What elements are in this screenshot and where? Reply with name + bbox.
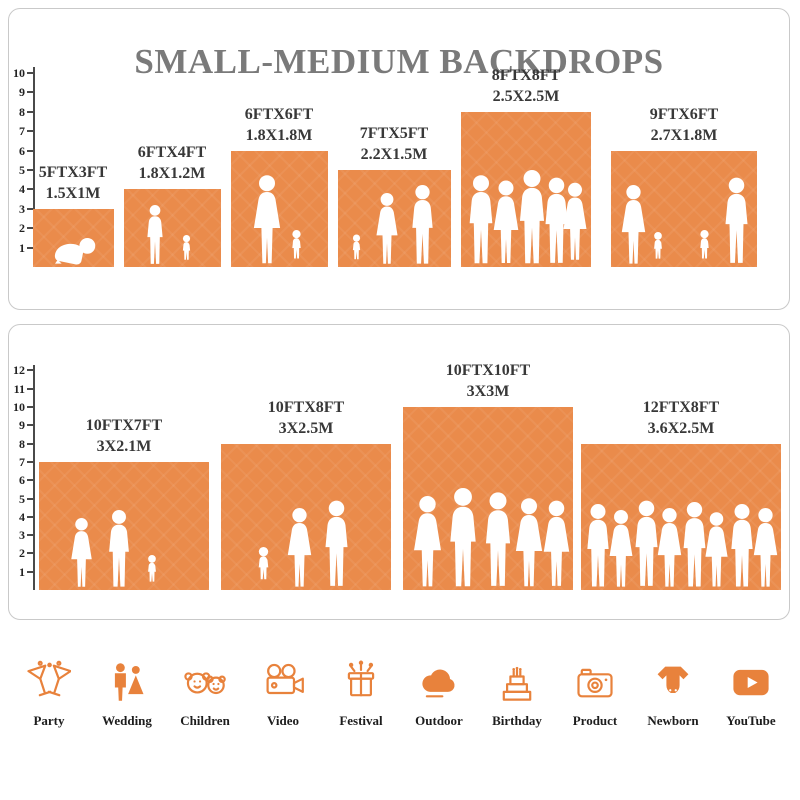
backdrop-size-label: 9FTX6FT 2.7X1.8M <box>649 106 719 144</box>
panel-large: 12 11 10 9 8 7 6 5 4 3 2 1 10FTX7FT 3X2.1… <box>8 324 790 620</box>
people-silhouette <box>469 170 587 264</box>
category-label: Wedding <box>102 713 152 728</box>
backdrop-size-label: 10FTX8FT 3X2.5M <box>267 399 345 437</box>
backdrop-size-label: 6FTX6FT 1.8X1.8M <box>244 106 314 144</box>
backdrop-size-label: 10FTX10FT 3X3M <box>445 362 531 400</box>
axis-tick: 12 <box>10 363 34 377</box>
backdrop-block-9x6 <box>611 151 757 267</box>
category-birthday: Birthday <box>478 660 556 729</box>
axis-tick: 8 <box>10 105 34 119</box>
scale-axis <box>33 67 35 267</box>
backdrop-size-label: 6FTX4FT 1.8X1.2M <box>137 144 207 182</box>
youtube-icon <box>733 669 769 696</box>
outdoor-icon <box>422 669 455 698</box>
axis-tick: 10 <box>10 66 34 80</box>
people-silhouette <box>414 488 570 587</box>
axis-tick: 4 <box>10 182 34 196</box>
category-youtube: YouTube <box>712 660 790 729</box>
category-wedding: Wedding <box>88 660 166 729</box>
backdrop-block-6x4 <box>124 189 221 267</box>
party-icon <box>27 660 71 697</box>
category-label: Party <box>33 713 65 728</box>
festival-icon <box>347 660 375 697</box>
backdrop-block-7x5 <box>338 170 451 267</box>
children-icon <box>184 672 226 695</box>
axis-tick: 9 <box>10 85 34 99</box>
axis-tick: 8 <box>10 437 34 451</box>
backdrop-block-5x3 <box>33 209 114 267</box>
people-silhouette <box>147 205 191 264</box>
backdrop-block-10x8 <box>221 444 391 590</box>
people-silhouette <box>621 177 748 264</box>
category-label: Festival <box>339 713 383 728</box>
backdrop-size-label: 7FTX5FT 2.2X1.5M <box>359 125 429 163</box>
axis-tick: 7 <box>10 455 34 469</box>
scale-axis <box>33 365 35 590</box>
newborn-icon <box>657 666 689 693</box>
axis-tick: 9 <box>10 418 34 432</box>
backdrop-block-6x6 <box>231 151 328 267</box>
axis-tick: 11 <box>10 382 34 396</box>
axis-tick: 1 <box>10 241 34 255</box>
backdrop-size-label: 8FTX8FT 2.5X2.5M <box>491 67 561 105</box>
category-label: Product <box>572 713 618 728</box>
axis-tick: 1 <box>10 565 34 579</box>
axis-tick: 6 <box>10 473 34 487</box>
backdrop-size-label: 10FTX7FT 3X2.1M <box>85 417 163 455</box>
backdrop-block-10x10 <box>403 407 573 590</box>
page-title: SMALL-MEDIUM BACKDROPS <box>134 42 664 82</box>
backdrop-block-8x8 <box>461 112 591 267</box>
category-label: Birthday <box>492 713 542 728</box>
category-product: Product <box>556 660 634 729</box>
wedding-icon <box>114 663 144 701</box>
axis-tick: 4 <box>10 510 34 524</box>
product-icon <box>577 668 613 698</box>
axis-tick: 3 <box>10 528 34 542</box>
category-festival: Festival <box>322 660 400 729</box>
category-label: Video <box>266 713 300 728</box>
axis-tick: 7 <box>10 124 34 138</box>
category-label: Outdoor <box>415 713 463 728</box>
people-silhouette <box>71 510 156 587</box>
axis-tick: 2 <box>10 221 34 235</box>
category-outdoor: Outdoor <box>400 660 478 729</box>
category-label: Children <box>180 713 230 728</box>
category-children: Children <box>166 660 244 729</box>
axis-tick: 10 <box>10 400 34 414</box>
axis-tick: 2 <box>10 546 34 560</box>
category-row: Party Wedding Children <box>0 660 800 729</box>
backdrop-block-10x7 <box>39 462 209 590</box>
category-newborn: Newborn <box>634 660 712 729</box>
backdrop-size-label: 5FTX3FT 1.5X1M <box>38 164 108 202</box>
backdrop-size-label: 12FTX8FT 3.6X2.5M <box>642 399 720 437</box>
axis-tick: 3 <box>10 202 34 216</box>
people-silhouette <box>587 500 778 587</box>
axis-tick: 5 <box>10 163 34 177</box>
people-silhouette <box>253 175 301 264</box>
axis-tick: 5 <box>10 492 34 506</box>
people-silhouette <box>258 500 348 587</box>
birthday-icon <box>502 666 532 701</box>
category-party: Party <box>10 660 88 729</box>
people-silhouette <box>352 185 433 264</box>
panel-small-medium: SMALL-MEDIUM BACKDROPS 10 9 8 7 6 5 4 3 … <box>8 8 790 310</box>
people-silhouette <box>54 237 96 265</box>
axis-tick: 6 <box>10 144 34 158</box>
category-video: Video <box>244 660 322 729</box>
category-label: YouTube <box>726 713 776 728</box>
video-icon <box>266 663 304 695</box>
category-label: Newborn <box>647 713 699 728</box>
backdrop-block-12x8 <box>581 444 781 590</box>
